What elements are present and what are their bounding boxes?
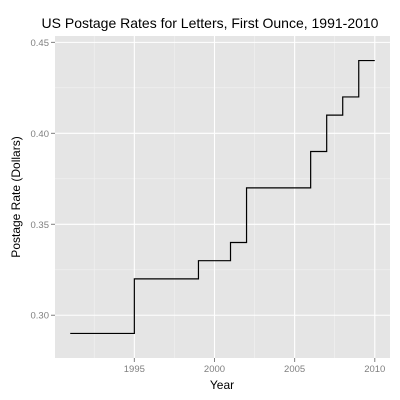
- y-tick-label: 0.45: [31, 38, 50, 49]
- minor-gridlines: [55, 36, 390, 358]
- postage-rate-step-line: [70, 59, 375, 335]
- x-axis-title: Year: [210, 378, 234, 392]
- y-axis-title: Postage Rate (Dollars): [9, 136, 23, 257]
- series-layer: [70, 59, 375, 335]
- x-tick-label: 1995: [124, 364, 145, 375]
- y-tick-label: 0.40: [31, 129, 50, 140]
- x-tick-label: 2005: [284, 364, 305, 375]
- y-tick-label: 0.30: [31, 311, 50, 322]
- chart-title: US Postage Rates for Letters, First Ounc…: [42, 15, 379, 31]
- major-gridlines: [55, 36, 390, 358]
- x-tick-label: 2000: [204, 364, 225, 375]
- x-axis-ticks: 1995 2000 2005 2010: [124, 358, 385, 375]
- x-tick-label: 2010: [364, 364, 385, 375]
- y-axis-ticks: 0.30 0.35 0.40 0.45: [31, 38, 55, 322]
- plot-panel: [55, 36, 390, 358]
- y-tick-label: 0.35: [31, 220, 50, 231]
